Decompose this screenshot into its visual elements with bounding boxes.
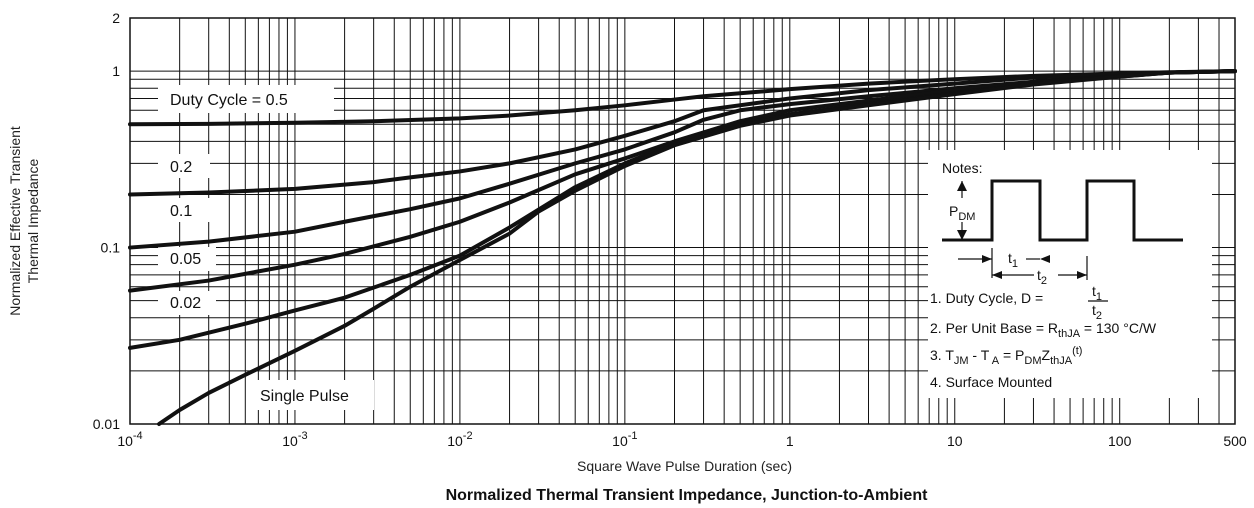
note-1-numerator-main: t (1092, 283, 1096, 299)
notes-heading: Notes: (942, 160, 982, 176)
x-tick-base: 10 (947, 433, 963, 449)
series-label-bg-duty-0-05 (158, 247, 216, 271)
t1-arrow-left-icon (1040, 255, 1050, 263)
x-tick-label: 10 (947, 433, 963, 449)
line-layer (128, 69, 1237, 426)
x-tick-label: 100 (1108, 433, 1132, 449)
note-3-text: 3. TJM - T A = PDMZthJA(t) (930, 345, 1082, 367)
note-3-c: = P (999, 347, 1024, 363)
t1-label: t1 (1008, 250, 1018, 270)
note-3-a: 3. T (930, 347, 954, 363)
pulse-waveform (942, 179, 1183, 242)
x-tick-label: 10-1 (612, 430, 637, 449)
x-tick-base: 1 (786, 433, 794, 449)
x-tick-exponent: -3 (298, 430, 308, 442)
note-3-d-sub: thJA (1050, 355, 1073, 367)
note-3-a-sub: JM (954, 355, 969, 367)
note-2-prefix: 2. Per Unit Base = R (930, 320, 1058, 336)
plot-frame (129, 17, 1236, 425)
y-axis-label-line-1: Normalized Effective Transient (7, 126, 23, 316)
t1-label-main: t (1008, 250, 1012, 266)
y-tick-label: 0.01 (93, 416, 120, 432)
x-tick-base: 500 (1223, 433, 1247, 449)
x-tick-base: 100 (1108, 433, 1132, 449)
note-1-numerator: t1 (1092, 283, 1102, 303)
note-1-denominator: t2 (1092, 302, 1102, 322)
chart-title: Normalized Thermal Transient Impedance, … (446, 487, 929, 504)
note-2-suffix: = 130 °C/W (1080, 320, 1157, 336)
note-1-text: 1. Duty Cycle, D = (930, 290, 1043, 306)
note-2-text: 2. Per Unit Base = RthJA = 130 °C/W (930, 320, 1157, 340)
t2-label-sub: 2 (1041, 275, 1047, 287)
note-3-e: (t) (1072, 345, 1082, 357)
x-tick-label: 1 (786, 433, 794, 449)
x-axis-label: Square Wave Pulse Duration (sec) (577, 458, 792, 474)
pdm-arrow-up-icon (957, 181, 967, 191)
note-1-denominator-sub: 2 (1096, 310, 1102, 322)
note-3-c-sub: DM (1024, 355, 1041, 367)
note-4-text: 4. Surface Mounted (930, 374, 1052, 390)
y-tick-label: 2 (112, 10, 120, 26)
x-tick-exponent: -1 (628, 430, 638, 442)
series-label-duty-0-2: 0.2 (170, 159, 192, 176)
x-tick-label: 10-3 (282, 430, 307, 449)
y-axis-label-line-2: Thermal Impedance (25, 159, 41, 284)
note-3-b: - T (969, 347, 990, 363)
series-label-bg-duty-0-1 (158, 198, 210, 222)
note-1-denominator-main: t (1092, 302, 1096, 318)
series-label-bg-duty-0-5 (158, 85, 334, 113)
note-3-b-sub: A (989, 355, 999, 367)
x-tick-base: 10 (612, 433, 628, 449)
x-tick-label: 10-2 (447, 430, 472, 449)
series-label-bg-single-pulse (248, 380, 374, 410)
pdm-label-main: P (949, 203, 958, 219)
pdm-label-sub: DM (958, 211, 975, 223)
notes-background (928, 150, 1212, 398)
t1-label-sub: 1 (1012, 258, 1018, 270)
series-label-duty-0-1: 0.1 (170, 203, 192, 220)
pdm-label: PDM (949, 203, 975, 223)
series-label-duty-0-02: 0.02 (170, 295, 201, 312)
note-1-numerator-sub: 1 (1096, 291, 1102, 303)
axis-layer: 10-4 10-3 10-2 10-1 1 10 100 5000.010.112Square… (7, 10, 1247, 504)
series-label-layer: Duty Cycle = 0.5 0.2 0.1 0.05 0.02 Singl… (158, 85, 374, 410)
series-label-single-pulse: Single Pulse (260, 388, 349, 405)
series-label-duty-0-5: Duty Cycle = 0.5 (170, 92, 288, 109)
series-line-single-pulse (157, 69, 1237, 426)
note-3-d: Z (1042, 347, 1051, 363)
series-line-0-2 (128, 69, 1237, 197)
t2-label: t2 (1037, 267, 1047, 287)
x-tick-base: 10 (282, 433, 298, 449)
t2-label-main: t (1037, 267, 1041, 283)
x-tick-base: 10 (447, 433, 463, 449)
t2-arrow-left-icon (992, 271, 1002, 279)
x-tick-label: 500 (1223, 433, 1247, 449)
pdm-label-bg (946, 198, 984, 222)
pdm-arrow-down-icon (957, 230, 967, 240)
series-label-duty-0-05: 0.05 (170, 251, 201, 268)
x-tick-exponent: -2 (463, 430, 473, 442)
t1-arrow-right-icon (982, 255, 992, 263)
x-tick-base: 10 (117, 433, 133, 449)
y-tick-label: 0.1 (101, 240, 121, 256)
series-label-bg-duty-0-2 (158, 154, 210, 178)
x-tick-exponent: -4 (133, 430, 143, 442)
t2-arrow-right-icon (1077, 271, 1087, 279)
notes-box: Notes: PDM t1 t2 1. Duty Cycle, D = t1 t… (928, 150, 1212, 398)
note-2-sub: thJA (1058, 328, 1081, 340)
x-tick-label: 10-4 (117, 430, 142, 449)
series-label-bg-duty-0-02 (158, 291, 216, 315)
y-tick-label: 1 (112, 63, 120, 79)
